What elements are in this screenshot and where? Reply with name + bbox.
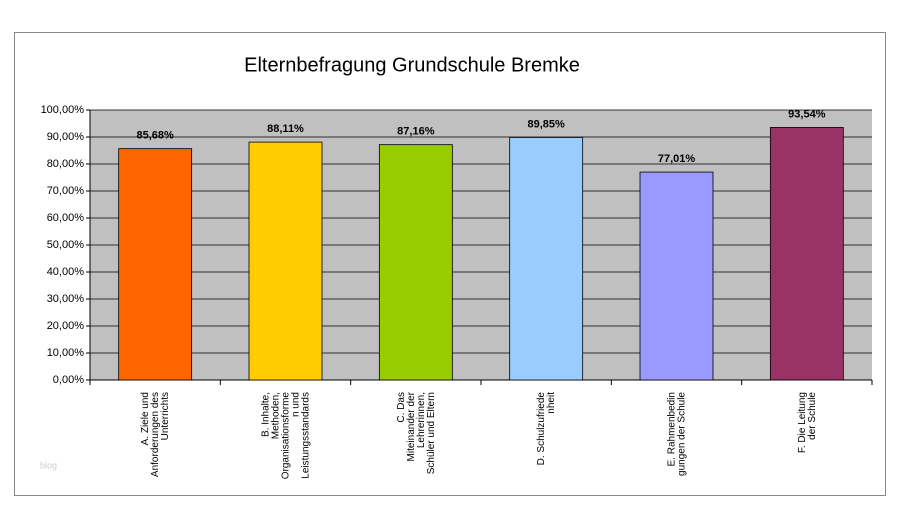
data-label: 88,11% [267, 123, 304, 135]
chart-title: Elternbefragung Grundschule Bremke [244, 54, 580, 76]
y-tick-label: 90,00% [47, 131, 85, 143]
bar [639, 171, 714, 381]
x-tick-label: B. Inhalte,Methoden,Organisationsformen … [260, 392, 311, 480]
y-tick-label: 100,00% [41, 104, 85, 116]
bar [509, 137, 584, 381]
data-label: 85,68% [137, 130, 175, 142]
data-label: 77,01% [658, 153, 696, 165]
data-label: 87,16% [397, 126, 435, 138]
x-tick-label: C. DasMiteinander derLehrerinnen,Schüler… [395, 391, 436, 474]
y-tick-label: 60,00% [47, 212, 85, 224]
y-tick-label: 70,00% [47, 185, 85, 197]
bar [378, 144, 453, 381]
y-tick-label: 50,00% [47, 239, 85, 251]
y-tick-label: 30,00% [47, 293, 85, 305]
y-tick-label: 0,00% [53, 374, 84, 386]
x-tick-label: E. Rahmenbedingungen der Schule [666, 392, 687, 476]
data-label: 93,54% [788, 108, 826, 120]
x-tick-label: A. Ziele undAnforderungen desUnterrichts [140, 392, 171, 477]
y-tick-label: 80,00% [47, 158, 85, 170]
bar [769, 127, 844, 381]
x-tick-label: D. Schulzufriedenheit [536, 392, 557, 466]
bar [118, 148, 193, 381]
y-tick-label: 10,00% [47, 347, 85, 359]
x-tick-label: F. Die Leitungder Schule [796, 392, 817, 454]
y-tick-label: 20,00% [47, 320, 85, 332]
bar [248, 141, 323, 381]
watermark: blog [40, 460, 57, 470]
data-label: 89,85% [528, 118, 566, 130]
y-tick-label: 40,00% [47, 266, 85, 278]
